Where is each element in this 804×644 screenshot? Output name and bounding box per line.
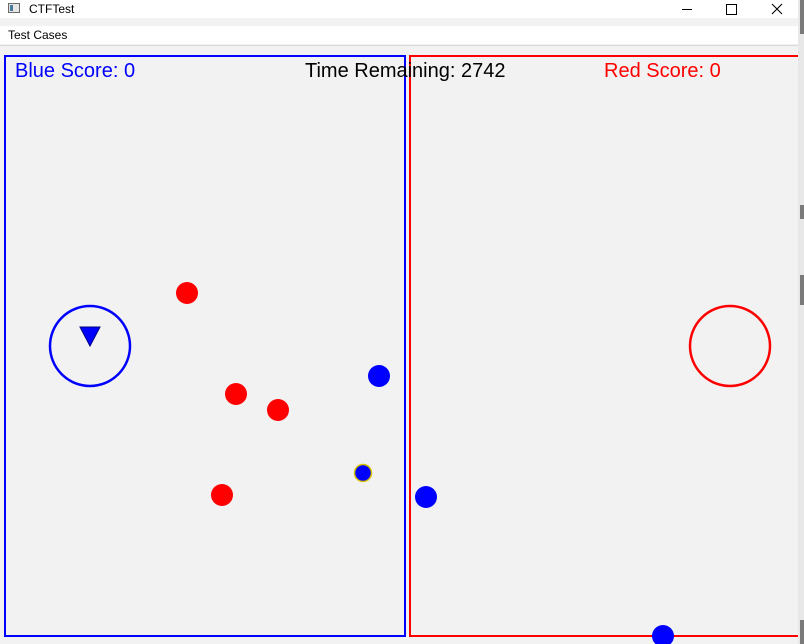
blue-flag-carrier (353, 463, 373, 483)
menu-divider (0, 45, 798, 46)
window-edge (798, 0, 804, 644)
minimize-icon (682, 8, 692, 10)
game-field[interactable] (0, 46, 798, 644)
blue-base-circle (48, 304, 132, 388)
red-player (176, 282, 198, 304)
blue-player (368, 365, 390, 387)
edge-shadow (800, 0, 804, 34)
app-icon (8, 3, 20, 13)
blue-player (415, 486, 437, 508)
maximize-button[interactable] (708, 0, 754, 18)
title-bar[interactable]: CTFTest (0, 0, 798, 18)
red-base-circle (688, 304, 772, 388)
blue-territory (4, 55, 406, 637)
menu-item-test-cases[interactable]: Test Cases (8, 28, 68, 42)
close-icon (771, 3, 783, 15)
minimize-button[interactable] (664, 0, 710, 18)
blue-flag-icon (79, 326, 101, 348)
blue-score-label: Blue Score: 0 (15, 60, 136, 82)
menu-bar: Test Cases (0, 26, 798, 44)
time-remaining-label: Time Remaining: 2742 (305, 60, 506, 82)
game-canvas[interactable] (0, 46, 798, 644)
maximize-icon (725, 3, 737, 15)
edge-shadow (800, 620, 804, 644)
red-player (225, 383, 247, 405)
red-player (267, 399, 289, 421)
window-title: CTFTest (29, 2, 75, 16)
red-player (211, 484, 233, 506)
close-button[interactable] (754, 0, 800, 18)
red-score-label: Red Score: 0 (604, 60, 721, 82)
red-territory (409, 55, 798, 637)
edge-shadow (800, 275, 804, 305)
edge-shadow (800, 205, 804, 219)
blue-player (652, 625, 674, 644)
